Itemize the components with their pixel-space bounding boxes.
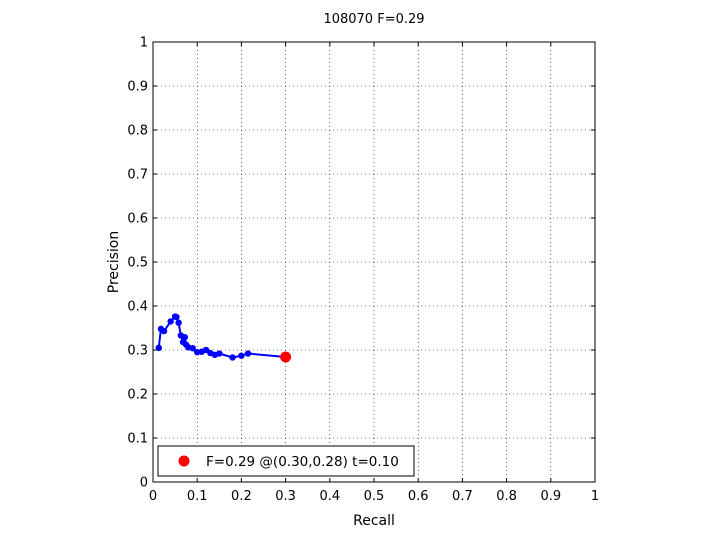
- legend-box: [157, 445, 415, 477]
- axis-ticks: 0 0.1 0.2 0.3 0.4 0.5 0.6 0.7 0.8 0.9 1 0 0.1 0.2 0.3 0…: [127, 36, 599, 505]
- y-tick-label: 0.9: [127, 80, 148, 95]
- x-tick-label: 0.1: [187, 489, 208, 504]
- pr-curve-point: [173, 313, 180, 321]
- pr-curve-point: [160, 327, 168, 335]
- y-tick-label: 1: [140, 36, 148, 51]
- x-tick-label: 0.4: [319, 489, 340, 504]
- y-tick-label: 0.7: [127, 168, 148, 183]
- grid-lines: [153, 42, 595, 482]
- pr-curve-point: [155, 344, 162, 351]
- chart-title: 108070 F=0.29: [323, 12, 424, 27]
- x-tick-label: 0.9: [540, 489, 561, 504]
- x-tick-label: 0.5: [364, 489, 385, 504]
- series-layer: [155, 313, 289, 361]
- legend-marker: [178, 455, 190, 467]
- y-tick-label: 0.3: [127, 344, 148, 359]
- x-tick-label: 0.2: [231, 489, 252, 504]
- pr-curve-point: [244, 350, 252, 357]
- legend: F=0.29 @(0.30,0.28) t=0.10: [157, 445, 415, 477]
- x-tick-label: 0.7: [452, 489, 473, 504]
- pr-curve-point: [167, 318, 174, 325]
- pr-curve-point: [229, 354, 236, 361]
- y-tick-label: 0.2: [127, 388, 148, 403]
- pr-curve-point: [175, 319, 182, 326]
- best-f-point: [280, 351, 292, 363]
- y-tick-label: 0: [140, 476, 148, 491]
- x-tick-label: 0.8: [496, 489, 517, 504]
- y-tick-label: 0.8: [127, 124, 148, 139]
- pr-curve-point: [238, 352, 245, 359]
- x-tick-label: 0: [149, 489, 157, 504]
- plot-frame: [152, 41, 596, 483]
- pr-curve-point: [189, 345, 196, 352]
- x-tick-label: 0.6: [408, 489, 429, 504]
- pr-curve-point: [216, 350, 223, 357]
- pr-curve-point: [181, 334, 189, 341]
- y-tick-label: 0.5: [127, 256, 148, 271]
- y-tick-label: 0.4: [127, 300, 148, 315]
- y-tick-label: 0.1: [127, 432, 148, 447]
- x-axis-label: Recall: [353, 513, 395, 529]
- y-tick-label: 0.6: [127, 212, 148, 227]
- x-tick-label: 0.3: [275, 489, 296, 504]
- x-tick-label: 1: [591, 489, 599, 504]
- legend-label: F=0.29 @(0.30,0.28) t=0.10: [206, 454, 399, 470]
- y-axis-label: Precision: [106, 231, 122, 293]
